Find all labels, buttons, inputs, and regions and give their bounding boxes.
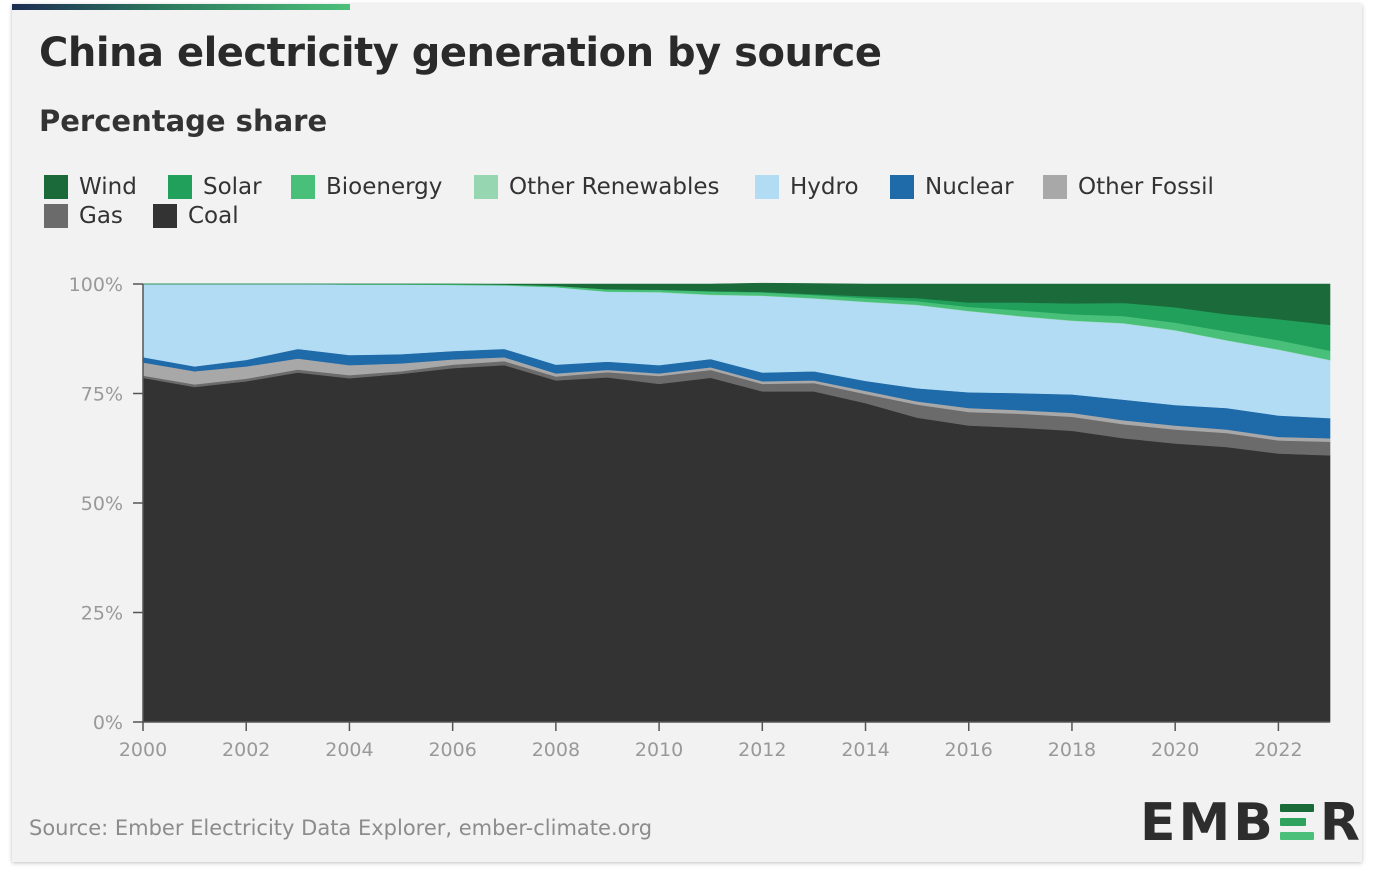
legend-item-nuclear[interactable]: Nuclear [890,174,1014,200]
legend-item-hydro[interactable]: Hydro [755,174,859,200]
x-tick-label: 2006 [428,739,476,761]
x-tick-label: 2014 [841,739,889,761]
legend-label: Hydro [790,174,859,200]
legend-item-other-renewables[interactable]: Other Renewables [474,174,719,200]
legend-item-bioenergy[interactable]: Bioenergy [291,174,442,200]
ember-logo: EMBER [1140,797,1363,849]
x-tick-label: 2004 [325,739,373,761]
legend-label: Solar [203,174,262,200]
y-tick-label: 100% [69,274,123,296]
legend-label: Coal [188,203,239,229]
logo-text-suffix: R [1319,793,1363,853]
legend-item-gas[interactable]: Gas [44,203,123,229]
y-tick-label: 0% [93,712,123,734]
legend-item-other-fossil[interactable]: Other Fossil [1043,174,1214,200]
legend-label: Nuclear [925,174,1014,200]
source-note: Source: Ember Electricity Data Explorer,… [29,816,653,840]
legend-label: Gas [79,203,123,229]
legend-item-wind[interactable]: Wind [44,174,137,200]
x-tick-label: 2010 [635,739,683,761]
x-tick-label: 2002 [222,739,270,761]
legend-item-coal[interactable]: Coal [153,203,239,229]
legend-swatch [1043,175,1067,199]
legend-swatch [153,204,177,228]
logo-bar-3 [1279,832,1314,840]
legend-label: Other Fossil [1078,174,1214,200]
chart-subtitle: Percentage share [39,104,328,138]
legend-label: Bioenergy [326,174,443,200]
legend-label: Wind [79,174,137,200]
legend-item-solar[interactable]: Solar [168,174,262,200]
y-tick-label: 25% [81,603,123,625]
y-tick-label: 75% [81,384,123,406]
x-tick-label: 2012 [738,739,786,761]
x-tick-label: 2018 [1048,739,1096,761]
area-wind[interactable] [143,282,1331,326]
x-tick-label: 2020 [1151,739,1199,761]
legend-swatch [44,204,68,228]
logo-text-prefix: EMB [1140,793,1276,853]
legend-swatch [44,175,68,199]
x-tick-label: 2016 [945,739,993,761]
logo-e-mark: E [1279,800,1316,844]
legend-label: Other Renewables [509,174,720,200]
legend-swatch [474,175,498,199]
y-tick-label: 50% [81,493,123,515]
chart-title: China electricity generation by source [39,30,882,76]
accent-bar [12,4,350,10]
logo-bar-2 [1279,818,1306,826]
logo-bar-1 [1279,804,1314,812]
x-tick-label: 2008 [532,739,580,761]
legend-swatch [291,175,315,199]
legend-swatch [755,175,779,199]
x-tick-label: 2022 [1254,739,1302,761]
x-tick-label: 2000 [119,739,167,761]
legend-swatch [168,175,192,199]
legend-swatch [890,175,914,199]
